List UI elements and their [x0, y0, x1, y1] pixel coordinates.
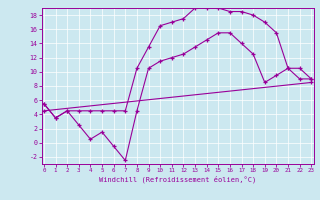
X-axis label: Windchill (Refroidissement éolien,°C): Windchill (Refroidissement éolien,°C) [99, 176, 256, 183]
